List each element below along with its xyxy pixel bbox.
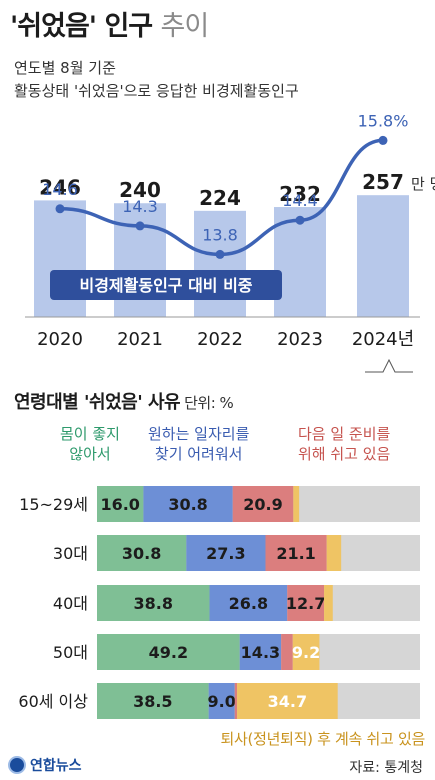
bar-value-label: 224 (199, 186, 241, 210)
bar-value-label: 240 (119, 178, 161, 202)
segment-1 (97, 585, 210, 621)
segment-value-label: 26.8 (229, 594, 268, 613)
segment-3 (232, 486, 294, 522)
segment-3 (265, 535, 327, 571)
bar-2024년 (357, 195, 409, 317)
bar-value-label: 246 (39, 175, 81, 199)
section-title: 연령대별 '쉬었음' 사유 단위: % (14, 392, 234, 413)
segment-value-label: 34.7 (268, 692, 307, 711)
share-value-label: 14.6 (42, 180, 78, 199)
segment-value-label: 30.8 (122, 544, 161, 563)
bar-2023 (274, 207, 326, 317)
segment-value-label: 49.2 (149, 643, 188, 662)
segment-3 (287, 585, 325, 621)
segment-4 (324, 585, 333, 621)
legend-health: 몸이 좋지 않아서 (60, 425, 120, 463)
x-tick-label: 2023 (277, 329, 323, 350)
row-label: 50대 (53, 643, 88, 662)
row-label: 30대 (53, 544, 88, 563)
row-label: 60세 이상 (18, 692, 88, 711)
chart-title: '쉬었음' 인구 추이 (10, 11, 209, 42)
share-value-label: 14.4 (282, 191, 318, 210)
share-series-label: 비경제활동인구 대비 비중 (79, 276, 252, 295)
segment-value-label: 38.5 (133, 692, 172, 711)
segment-value-label: 9.2 (292, 643, 320, 662)
segment-value-label: 12.7 (286, 594, 325, 613)
segment-3 (281, 634, 293, 670)
age-stacked-bar-chart: 15~29세 16.0 30.8 20.9 30대 30.8 27.3 21.1 40대 38.8… (18, 486, 420, 719)
segment-value-label: 38.8 (134, 594, 173, 613)
x-tick-label: 2024년 (352, 329, 414, 350)
segment-value-label: 20.9 (243, 495, 282, 514)
segment-value-label: 21.1 (276, 544, 315, 563)
segment-4 (292, 634, 320, 670)
source-note: 자료: 통계청 (349, 760, 423, 776)
legend-job-search: 원하는 일자리를 찾기 어려워서 (148, 425, 250, 463)
segment-value-label: 27.3 (206, 544, 245, 563)
x-tick-label: 2020 (37, 329, 83, 350)
share-value-label: 13.8 (202, 225, 238, 244)
break-mark (365, 358, 413, 373)
segment-1 (97, 535, 187, 571)
share-point (55, 204, 65, 214)
segment-1 (97, 486, 144, 522)
share-value-label: 14.3 (122, 197, 158, 216)
share-label-box (50, 270, 282, 300)
share-point (378, 135, 388, 145)
segment-3 (234, 683, 238, 719)
bar-value-label: 257 (362, 170, 404, 194)
logo-icon (8, 756, 26, 774)
row-label: 15~29세 (19, 495, 88, 514)
segment-1 (97, 683, 209, 719)
x-tick-label: 2021 (117, 329, 163, 350)
segment-4 (237, 683, 338, 719)
logo: 연합뉴스 (8, 755, 82, 775)
row-label: 40대 (53, 594, 88, 613)
segment-value-label: 14.3 (241, 643, 280, 662)
segment-2 (186, 535, 266, 571)
unit-label: 만 명 (411, 175, 435, 193)
segment-2 (239, 634, 282, 670)
share-line (59, 138, 384, 257)
legend-preparing: 다음 일 준비를 위해 쉬고 있음 (298, 425, 391, 463)
subtitle-definition: 활동상태 '쉬었음'으로 응답한 비경제활동인구 (14, 82, 299, 100)
segment-2 (209, 585, 288, 621)
segment-2 (143, 486, 233, 522)
segment-1 (97, 634, 240, 670)
segment-value-label: 30.8 (168, 495, 207, 514)
segment-value-label: 9.0 (208, 692, 236, 711)
yearly-bar-line-chart: 246 2020 240 2021 224 2022 232 2023 257 만 명 2024년 1… (25, 111, 435, 373)
share-point (135, 221, 145, 231)
x-tick-label: 2022 (197, 329, 243, 350)
subtitle-basis: 연도별 8월 기준 (14, 59, 116, 77)
segment-value-label: 16.0 (100, 495, 139, 514)
segment-4 (326, 535, 342, 571)
bar-value-label: 232 (279, 182, 321, 206)
segment-2 (208, 683, 235, 719)
legend-retired: 퇴사(정년퇴직) 후 계속 쉬고 있음 (220, 730, 426, 748)
logo-text: 연합뉴스 (30, 758, 82, 774)
share-point (295, 215, 305, 225)
segment-4 (293, 486, 300, 522)
share-point (215, 249, 225, 259)
share-value-label: 15.8% (358, 111, 409, 130)
